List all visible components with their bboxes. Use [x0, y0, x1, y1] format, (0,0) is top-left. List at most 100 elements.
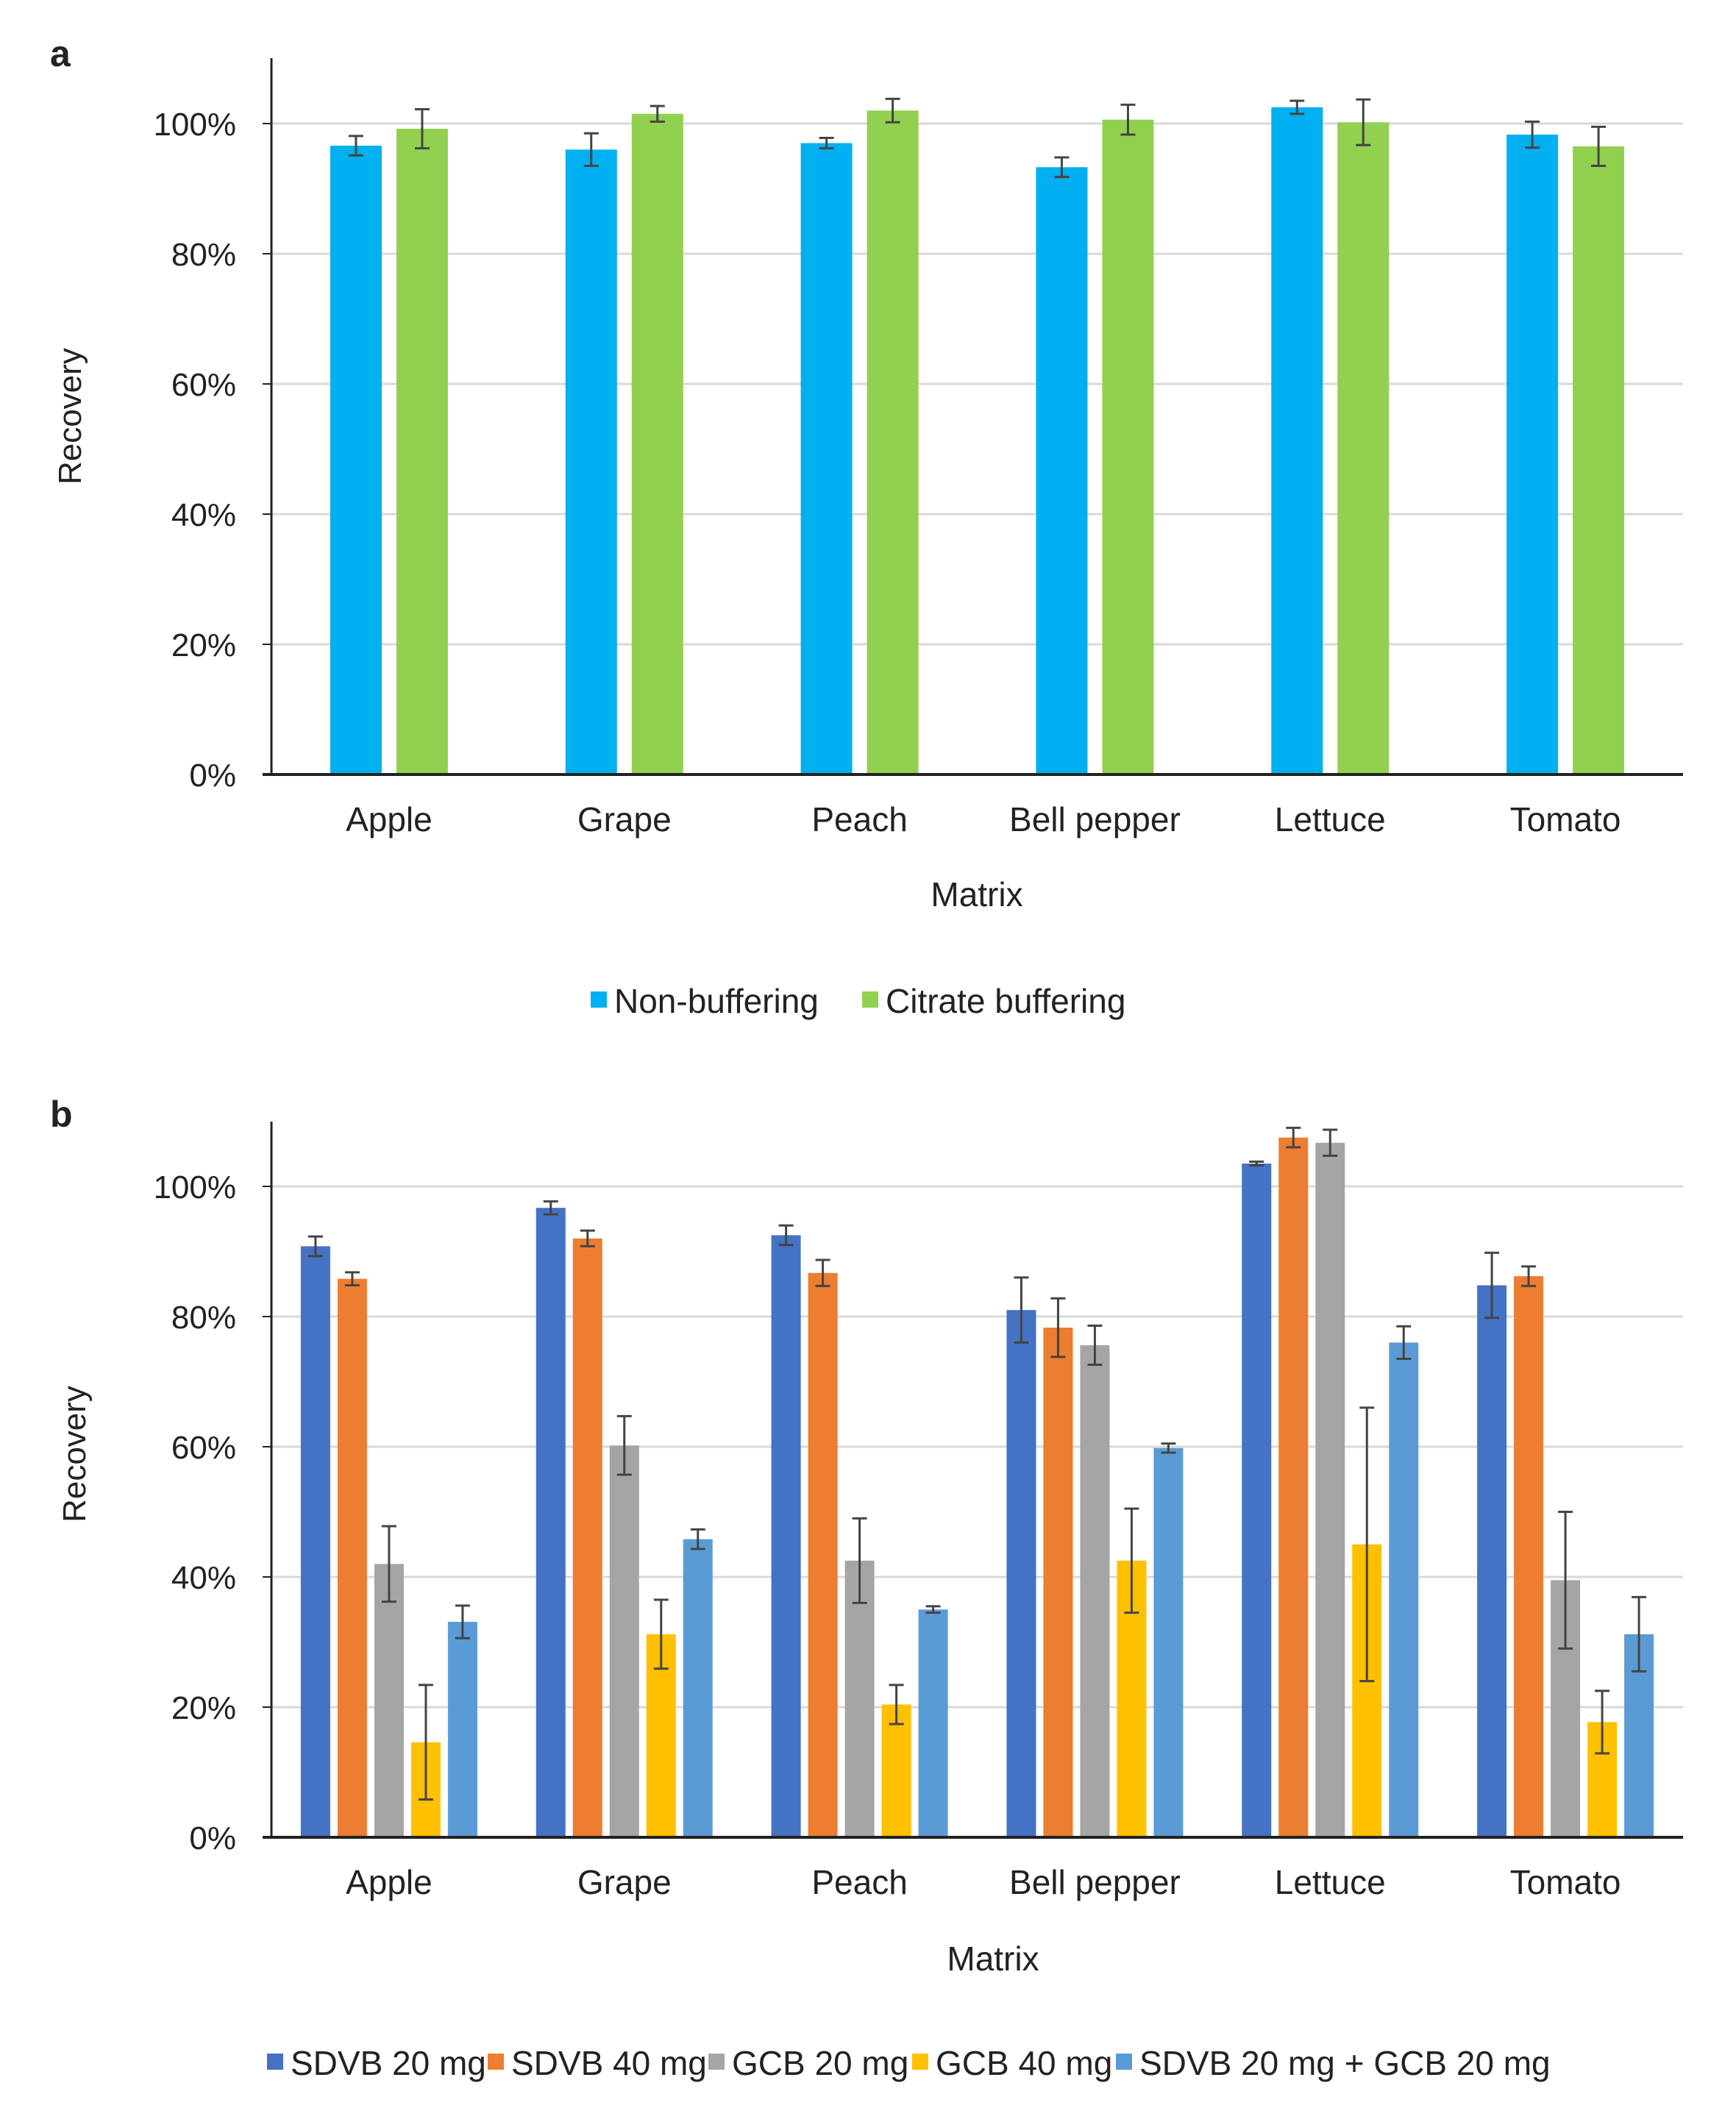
- bar: [330, 146, 382, 775]
- y-tick-label: 100%: [153, 107, 236, 143]
- bar: [881, 1704, 911, 1837]
- bar: [1337, 122, 1390, 775]
- panel-b-letter: b: [50, 1094, 73, 1135]
- legend-swatch: [708, 2054, 725, 2070]
- y-tick-label: 80%: [171, 1300, 236, 1336]
- y-tick-label: 40%: [171, 1560, 236, 1596]
- x-category-label: Grape: [577, 800, 672, 838]
- legend-label: GCB 20 mg: [732, 2044, 908, 2082]
- bar: [374, 1564, 404, 1837]
- x-category-label: Peach: [811, 800, 907, 838]
- error-bar: [1249, 1160, 1264, 1167]
- error-bar: [1632, 1595, 1647, 1673]
- bar: [918, 1609, 948, 1837]
- legend-label: SDVB 20 mg: [291, 2044, 486, 2082]
- bar: [572, 1238, 602, 1837]
- legend-label: GCB 40 mg: [936, 2044, 1112, 2082]
- legend-label: SDVB 20 mg + GCB 20 mg: [1139, 2044, 1551, 2082]
- legend-item: Non-buffering: [591, 982, 819, 1020]
- bar: [300, 1246, 330, 1837]
- error-bar: [1558, 1511, 1573, 1650]
- bar: [1242, 1164, 1272, 1837]
- bar: [565, 149, 617, 774]
- bar: [609, 1445, 639, 1837]
- error-bar: [815, 1258, 830, 1287]
- error-bar: [1595, 1689, 1610, 1755]
- bar: [1278, 1137, 1309, 1837]
- bar: [1514, 1276, 1544, 1837]
- error-bar: [819, 136, 834, 150]
- panel-b-y-axis-label: Recovery: [57, 1386, 93, 1523]
- legend-swatch: [862, 991, 878, 1008]
- x-category-label: Lettuce: [1275, 800, 1386, 838]
- bar: [396, 129, 448, 774]
- legend-swatch: [912, 2054, 928, 2070]
- error-bar: [653, 1598, 669, 1670]
- x-category-label: Apple: [346, 800, 433, 838]
- bar: [337, 1278, 367, 1837]
- error-bar: [1396, 1325, 1412, 1361]
- error-bar: [455, 1604, 470, 1639]
- bar: [1036, 167, 1088, 775]
- error-bar: [1161, 1442, 1176, 1454]
- x-category-label: Grape: [577, 1863, 672, 1901]
- error-bar: [1359, 1406, 1375, 1683]
- x-category-label: Tomato: [1510, 800, 1621, 838]
- error-bar: [690, 1528, 705, 1550]
- y-tick-label: 40%: [171, 497, 236, 533]
- error-bar: [381, 1525, 396, 1603]
- panel-a-chart: a Recovery Matrix 0% 20% 40% 60% 80% 100% Appl…: [50, 33, 1683, 1020]
- error-bar: [650, 104, 665, 123]
- bar: [1389, 1342, 1419, 1837]
- legend-label: Non-buffering: [614, 982, 819, 1020]
- bar: [1506, 135, 1559, 775]
- y-tick-label: 80%: [171, 237, 236, 273]
- error-bar: [344, 1271, 360, 1287]
- error-bar: [1087, 1324, 1103, 1366]
- bar: [808, 1272, 838, 1837]
- error-bar: [307, 1235, 323, 1258]
- bar: [1315, 1142, 1345, 1837]
- error-bar: [1356, 98, 1371, 146]
- error-bar: [1286, 1126, 1301, 1149]
- error-bar: [1484, 1251, 1500, 1320]
- x-category-label: Bell pepper: [1009, 800, 1181, 838]
- y-tick-label: 60%: [171, 1430, 236, 1466]
- panel-b-x-axis-label: Matrix: [947, 1940, 1039, 1978]
- x-category-label: Lettuce: [1275, 1863, 1386, 1901]
- error-bar: [583, 132, 599, 168]
- y-tick-label: 0%: [189, 1820, 236, 1856]
- error-bar: [1050, 1297, 1066, 1358]
- error-bar: [1521, 1265, 1537, 1287]
- bar: [1043, 1328, 1073, 1837]
- error-bar: [348, 135, 363, 157]
- error-bar: [580, 1229, 595, 1247]
- bar: [1006, 1310, 1036, 1837]
- bar: [1080, 1345, 1110, 1837]
- bar: [683, 1539, 713, 1837]
- error-bar: [616, 1414, 632, 1476]
- bar: [631, 113, 683, 775]
- y-tick-label: 20%: [171, 627, 236, 663]
- x-category-label: Apple: [346, 1863, 433, 1901]
- error-bar: [925, 1605, 941, 1614]
- y-tick-label: 20%: [171, 1690, 236, 1726]
- bar: [867, 110, 919, 775]
- legend-swatch: [1116, 2054, 1132, 2070]
- legend-item: GCB 20 mg: [708, 2044, 908, 2082]
- x-category-label: Peach: [811, 1863, 907, 1901]
- legend-swatch: [591, 991, 607, 1008]
- error-bar: [885, 97, 900, 124]
- bar: [1153, 1447, 1184, 1837]
- x-category-label: Bell pepper: [1009, 1863, 1181, 1901]
- bar: [771, 1235, 801, 1837]
- y-tick-label: 0%: [189, 758, 236, 794]
- panel-b-chart: b Recovery Matrix 0% 20% 40% 60% 80% 100% Appl…: [50, 1094, 1683, 2082]
- bar: [1573, 146, 1625, 775]
- legend-item: GCB 40 mg: [912, 2044, 1112, 2082]
- legend-swatch: [488, 2054, 504, 2070]
- error-bar: [543, 1200, 558, 1216]
- bar: [800, 143, 853, 775]
- error-bar: [1289, 99, 1305, 115]
